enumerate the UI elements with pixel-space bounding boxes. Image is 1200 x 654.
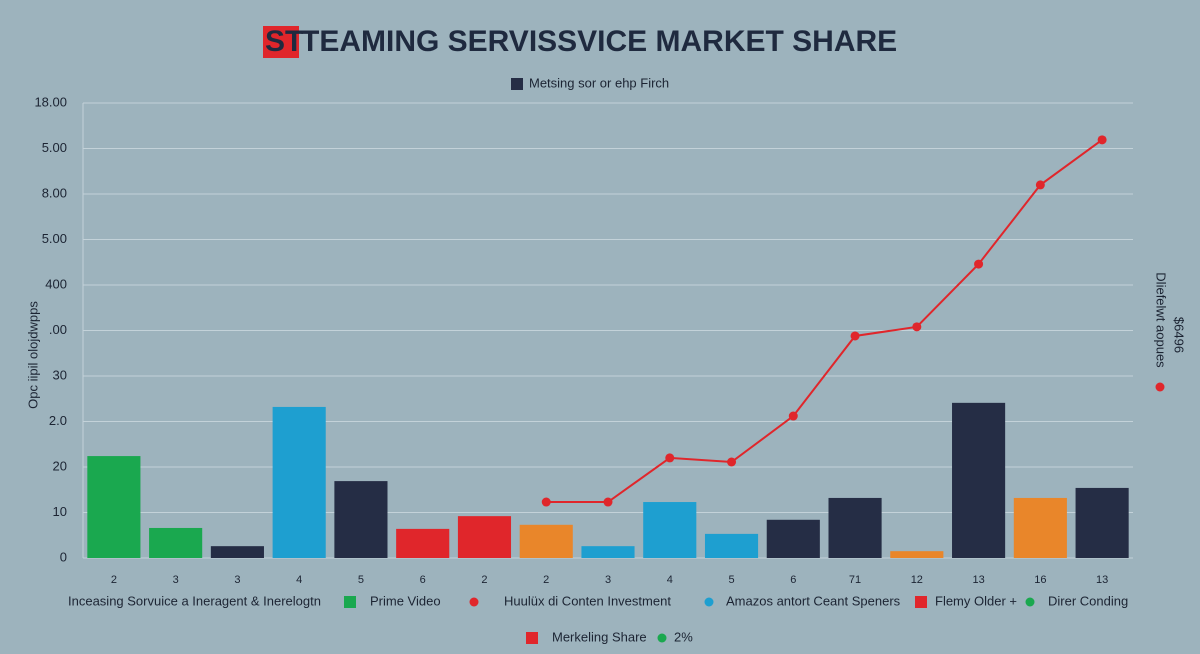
legend-marker	[704, 597, 714, 607]
y-tick-label: 400	[45, 276, 67, 291]
y-tick-label: .00	[49, 322, 67, 337]
bar	[581, 546, 635, 558]
x-tick-label: 3	[605, 574, 611, 586]
legend-marker	[915, 596, 927, 608]
x-tick-label: 6	[420, 574, 426, 586]
y-tick-label: 10	[53, 504, 67, 519]
legend-label: 2%	[674, 629, 693, 644]
bar	[272, 406, 326, 558]
bar	[396, 528, 450, 558]
line-point	[974, 259, 984, 269]
x-tick-label: 2	[543, 574, 549, 586]
title-badge: ST	[265, 25, 303, 58]
bar	[1013, 497, 1067, 558]
legend-marker	[657, 633, 667, 643]
x-tick-label: 5	[728, 574, 734, 586]
right-value-label: $6496	[1172, 317, 1187, 353]
y-tick-label: 2.0	[49, 413, 67, 428]
chart-title: TEAMING SERVISSVICE MARKET SHARE	[301, 25, 897, 58]
bar	[828, 497, 882, 558]
x-tick-label: 4	[296, 574, 302, 586]
y-tick-label: 8.00	[42, 185, 67, 200]
y-tick-label: 20	[53, 458, 67, 473]
bar	[766, 519, 820, 558]
line	[546, 139, 1103, 504]
y-tick-label: 5.00	[42, 231, 67, 246]
bar	[210, 546, 264, 558]
bar	[519, 524, 573, 558]
legend-marker	[344, 596, 356, 608]
x-tick-label: 71	[849, 574, 861, 586]
line-point	[1097, 135, 1107, 145]
bar	[952, 402, 1006, 558]
x-tick-label: 13	[1096, 574, 1108, 586]
legend-label: Inceasing Sorvuice a Ineragent & Inerelo…	[68, 593, 321, 608]
y-tick-label: 18.00	[34, 94, 67, 109]
bar	[334, 481, 388, 558]
legend-marker	[469, 597, 479, 607]
line-point	[1035, 180, 1045, 190]
legend-marker	[1025, 597, 1035, 607]
y-tick-label: 5.00	[42, 140, 67, 155]
line-point	[850, 331, 860, 341]
right-marker	[1155, 382, 1165, 392]
x-tick-label: 6	[790, 574, 796, 586]
y-axis-label: Opc iipil olojdwpps	[25, 301, 40, 409]
line-point	[912, 322, 922, 332]
legend-label: Prime Video	[370, 593, 441, 608]
x-tick-label: 5	[358, 574, 364, 586]
legend-label: Flemy Older +	[935, 593, 1017, 608]
legend-label: Amazos antort Ceant Speners	[726, 593, 901, 608]
bar	[1075, 487, 1129, 558]
top-legend-label: Metsing sor or ehp Firch	[529, 75, 669, 90]
legend-label: Huulüx di Conten Investment	[504, 593, 671, 608]
x-tick-label: 3	[234, 574, 240, 586]
line-point	[727, 457, 737, 467]
x-tick-label: 13	[972, 574, 984, 586]
line-point	[541, 497, 551, 507]
bar	[149, 527, 203, 558]
y-tick-label: 0	[60, 549, 67, 564]
title-badge-box	[263, 26, 299, 58]
line-point	[603, 497, 613, 507]
y-tick-label: 30	[53, 367, 67, 382]
bar	[643, 502, 697, 558]
x-tick-label: 16	[1034, 574, 1046, 586]
x-tick-label: 4	[667, 574, 673, 586]
x-tick-label: 2	[111, 574, 117, 586]
x-tick-label: 2	[481, 574, 487, 586]
legend-label: Merkeling Share	[552, 629, 647, 644]
legend-marker	[526, 632, 538, 644]
bar	[457, 516, 512, 558]
x-tick-label: 12	[911, 574, 923, 586]
bar	[87, 456, 141, 558]
x-tick-label: 3	[173, 574, 179, 586]
legend-label: Direr Conding	[1048, 593, 1128, 608]
line-point	[788, 411, 798, 421]
bar	[704, 533, 759, 558]
bar	[890, 551, 944, 558]
line-point	[665, 453, 675, 463]
legend-marker	[511, 78, 523, 90]
right-label: Dliefelwt aopues	[1154, 272, 1169, 368]
